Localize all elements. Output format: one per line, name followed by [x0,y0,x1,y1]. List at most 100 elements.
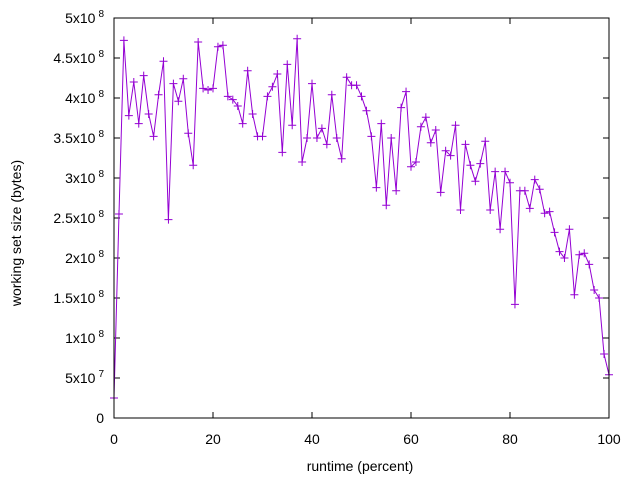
data-point [179,74,188,83]
data-point [124,111,133,120]
data-point [332,134,341,142]
data-point [248,110,257,118]
data-point [209,84,217,93]
data-point [278,148,287,157]
y-tick-exponent: 8 [98,89,104,100]
data-point [337,154,346,163]
y-tick-mantissa: 4.5x10 [53,50,95,66]
y-tick-mantissa: 3.5x10 [53,130,95,146]
data-point [550,228,559,237]
data-point [506,178,514,187]
data-point [119,36,128,45]
data-point [223,92,232,101]
data-point [476,159,485,168]
data-point [580,249,589,258]
data-point [382,201,391,210]
data-point [590,286,599,294]
data-point [545,207,554,216]
data-point [461,140,470,149]
data-point [520,186,529,195]
y-tick-mantissa: 2.5x10 [53,210,95,226]
y-tick-label: 2x10 8 [65,249,104,266]
x-tick-label: 80 [502,431,518,447]
data-markers [110,34,613,402]
x-tick-labels: 0 20 40 60 80 100 [110,431,621,447]
data-point [233,102,242,110]
y-tick-label: 4.5x10 8 [53,49,104,66]
x-axis-title: runtime (percent) [307,458,414,474]
data-point [397,103,406,112]
data-point [416,122,425,131]
data-point [218,41,227,50]
data-point [342,73,351,82]
y-tick-exponent: 8 [98,209,104,220]
data-point [501,167,510,176]
data-point [308,79,316,88]
y-tick-exponent: 8 [98,129,104,140]
data-point [327,90,336,99]
data-point [139,71,148,80]
y-tick-mantissa: 3x10 [65,170,96,186]
data-point [471,177,480,186]
data-point [322,140,331,149]
data-point [149,132,158,141]
data-point [407,162,415,171]
data-point [525,204,534,213]
data-point [402,87,411,96]
data-point [486,206,495,214]
data-point [431,126,440,134]
data-point [362,106,371,115]
data-point [204,86,213,94]
data-point [441,146,450,155]
data-point [154,90,163,99]
data-point [530,175,539,184]
y-tick-exponent: 7 [98,369,104,380]
y-axis-title: working set size (bytes) [8,160,24,307]
data-point [451,121,460,130]
data-point [352,81,361,90]
axis-ticks [113,17,610,419]
data-point [238,119,247,128]
data-point [258,132,267,141]
y-tick-label: 3.5x10 8 [53,129,104,146]
y-tick-mantissa: 4x10 [65,90,96,106]
y-tick-label: 3x10 8 [65,169,104,186]
data-point [194,38,203,46]
data-point [174,97,183,106]
data-point [575,250,584,259]
x-tick-label: 100 [597,431,621,447]
data-point [273,70,282,78]
data-point [560,254,569,262]
x-tick-label: 20 [205,431,221,447]
data-point [288,121,297,130]
y-tick-label: 1.5x10 8 [53,289,104,306]
x-tick-label: 60 [403,431,419,447]
data-point [510,300,519,309]
y-tick-exponent: 8 [98,249,104,260]
data-point [312,134,321,142]
data-point [243,66,252,75]
data-point [159,57,168,66]
data-point [392,186,401,195]
data-point [144,110,153,118]
data-point [466,161,475,170]
y-tick-mantissa: 1x10 [65,330,96,346]
data-point [357,92,366,101]
data-point [134,119,143,128]
y-tick-mantissa: 1.5x10 [53,290,95,306]
data-point [570,290,579,299]
y-tick-mantissa: 0 [96,410,104,426]
data-point [535,185,544,194]
data-point [317,124,326,133]
y-tick-label: 5x10 7 [65,369,104,386]
data-point [565,225,574,234]
data-point [491,167,500,176]
data-point [298,158,307,166]
data-point [372,183,381,192]
data-point [496,225,505,234]
data-point [387,134,396,142]
data-point [456,206,465,214]
data-point [213,42,222,51]
